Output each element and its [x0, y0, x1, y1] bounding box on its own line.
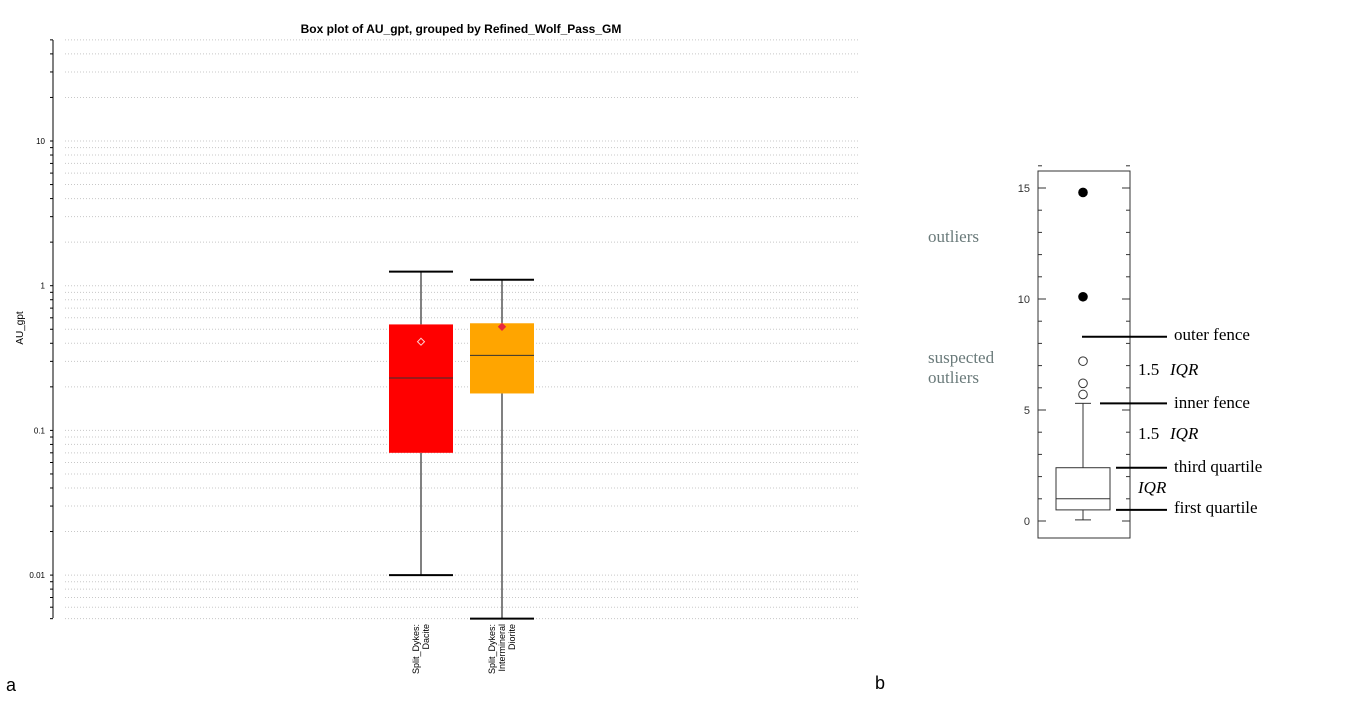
iqr-symbol-box: IQR: [1137, 478, 1167, 497]
panel-label-b: b: [875, 673, 885, 693]
y-tick-label: 15: [1018, 183, 1030, 195]
inner-fence-label: inner fence: [1174, 393, 1250, 412]
y-axis-ticks: 10 1 0.1 0.01: [29, 39, 53, 620]
outliers-label: outliers: [928, 227, 979, 246]
iqr-box: [389, 324, 453, 453]
box-intermineral-diorite: [470, 278, 534, 620]
box: [1055, 187, 1167, 521]
suspected-outlier-point: [1078, 378, 1088, 389]
y-tick-label: 10: [36, 137, 45, 146]
y-axis-ticks: 0 5 10 15: [1018, 165, 1130, 528]
outlier-point: [1078, 291, 1088, 302]
iqr-multiplier-middle: 1.5: [1138, 424, 1159, 443]
mean-marker: [416, 337, 426, 346]
iqr-multiplier-upper: 1.5: [1138, 360, 1159, 379]
suspected-outlier-point: [1078, 389, 1088, 400]
category-labels: Split_Dykes: Dacite Split_Dykes: Interminer…: [411, 624, 517, 674]
category-label-line: Split_Dykes:: [487, 624, 497, 674]
y-tick-label: 0.1: [34, 426, 46, 435]
mean-marker: [497, 322, 507, 332]
panel-a-box-plot: Box plot of AU_gpt, grouped by Refined_W…: [6, 22, 858, 695]
iqr-box: [1055, 467, 1111, 511]
y-tick-label: 1: [41, 282, 46, 291]
panel-label-a: a: [6, 675, 17, 695]
category-label-line: Split_Dykes:: [411, 624, 421, 674]
plot-frame: [1037, 170, 1131, 539]
third-quartile-label: third quartile: [1174, 457, 1262, 476]
y-tick-label: 0.01: [29, 571, 45, 580]
box-group: [389, 270, 534, 620]
y-tick-label: 0: [1024, 516, 1030, 528]
y-tick-label: 5: [1024, 405, 1030, 417]
iqr-box: [470, 323, 534, 394]
grid-lines: [65, 39, 858, 620]
iqr-symbol-middle: IQR: [1169, 424, 1199, 443]
category-label-line: Dacite: [421, 624, 431, 650]
suspected-outliers-label-line1: suspected: [928, 348, 995, 367]
suspected-outlier-point: [1078, 356, 1088, 366]
outer-fence-label: outer fence: [1174, 325, 1250, 344]
box-dacite: [389, 270, 453, 577]
iqr-symbol-upper: IQR: [1169, 360, 1199, 379]
category-label-line: Diorite: [507, 624, 517, 650]
y-axis-label: AU_gpt: [15, 311, 26, 345]
category-label-line: Intermineral: [497, 624, 507, 672]
suspected-outliers-label-line2: outliers: [928, 368, 979, 387]
y-tick-label: 10: [1018, 294, 1030, 306]
annotations: outliers suspected outliers outer fence …: [928, 227, 1262, 517]
chart-title: Box plot of AU_gpt, grouped by Refined_W…: [301, 22, 622, 36]
outlier-point: [1078, 187, 1088, 198]
first-quartile-label: first quartile: [1174, 498, 1258, 517]
panel-b-box-plot-diagram: 0 5 10 15 outliers suspected outliers outer…: [875, 165, 1262, 693]
